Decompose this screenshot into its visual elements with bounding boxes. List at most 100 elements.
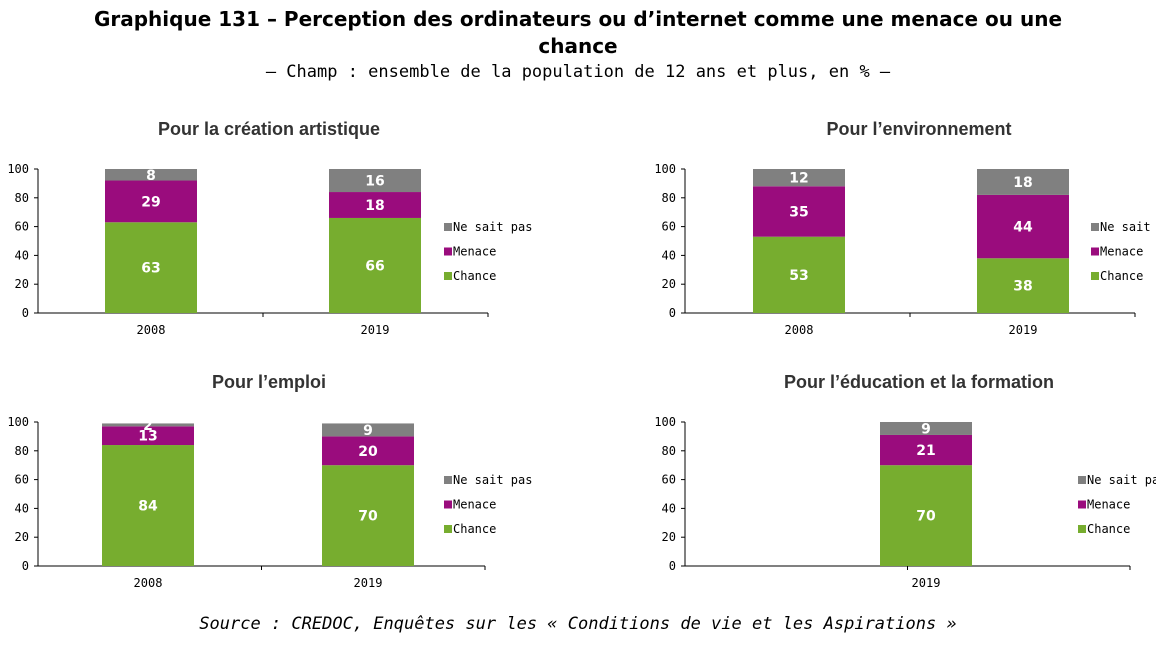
panel-3-legend-swatch-chance — [444, 525, 452, 533]
panel-3-bar-menace — [322, 436, 414, 466]
panel-4-bar-menace — [880, 434, 972, 466]
panel-1-bar-chance — [329, 217, 421, 313]
panel-2-bar-ne-sait-pas — [753, 169, 845, 187]
panel-2-legend-label-menace: Menace — [1100, 245, 1143, 259]
panel-3-legend-swatch-ne-sait-pas — [444, 476, 452, 484]
panel-1-y-tick-label: 40 — [15, 248, 29, 262]
panel-4-data-label-ne-sait-pas: 9 — [921, 421, 931, 437]
panel-3-data-label-menace: 13 — [138, 429, 157, 445]
panel-1-y-tick-label: 100 — [7, 162, 29, 176]
panel-3-data-label-menace: 20 — [358, 444, 378, 460]
panel-1-title: Pour la création artistique — [158, 119, 380, 139]
panel-3-data-label-chance: 70 — [358, 509, 378, 525]
main-title-line-1: Graphique 131 – Perception des ordinateu… — [93, 7, 1063, 31]
panel-4-legend-swatch-chance — [1078, 525, 1086, 533]
panel-3-category-label: 2008 — [134, 576, 163, 590]
panel-2-bar-menace — [753, 186, 845, 237]
panel-2-y-tick-label: 60 — [662, 220, 676, 234]
panel-2-y-tick-label: 0 — [669, 306, 676, 320]
panel-1-data-label-chance: 63 — [141, 261, 160, 277]
panel-3-bar-ne-sait-pas — [102, 423, 194, 427]
panel-2-y-tick-label: 40 — [662, 248, 676, 262]
panel-2-bar-ne-sait-pas — [977, 169, 1069, 195]
chart-main-title: Graphique 131 – Perception des ordinateu… — [0, 6, 1156, 60]
panel-3-y-tick-label: 0 — [22, 559, 29, 573]
panel-3-category-label: 2019 — [354, 576, 383, 590]
panel-3-bar-menace — [102, 426, 194, 446]
panel-4-y-tick-label: 40 — [662, 501, 676, 515]
panel-1-legend-swatch-chance — [444, 272, 452, 280]
panel-3-legend-label-chance: Chance — [453, 522, 496, 536]
panel-4-legend-swatch-menace — [1078, 500, 1086, 509]
panel-3-bar-ne-sait-pas — [322, 423, 414, 437]
source-note: Source : CREDOC, Enquêtes sur les « Cond… — [199, 614, 957, 634]
panel-1-legend-label-menace: Menace — [453, 245, 496, 259]
panel-3-legend-label-menace: Menace — [453, 498, 496, 512]
panel-2-data-label-chance: 38 — [1013, 279, 1032, 295]
panel-1-y-tick-label: 20 — [15, 277, 29, 291]
panel-1-category-label: 2008 — [137, 323, 166, 337]
panel-3-y-tick-label: 20 — [15, 530, 29, 544]
panel-4-y-tick-label: 0 — [669, 559, 676, 573]
panel-1-legend-swatch-ne-sait-pas — [444, 223, 452, 231]
panel-2-legend-swatch-chance — [1091, 272, 1099, 280]
panel-4-data-label-chance: 70 — [916, 509, 936, 525]
panel-4-data-label-menace: 21 — [916, 443, 935, 459]
panel-1-data-label-ne-sait-pas: 8 — [146, 168, 156, 184]
panel-1-y-tick-label: 0 — [22, 306, 29, 320]
panel-1-legend-label-chance: Chance — [453, 269, 496, 283]
panel-2-data-label-chance: 53 — [789, 268, 808, 284]
panel-1-bar-menace — [329, 192, 421, 218]
panel-3-data-label-ne-sait-pas: 9 — [363, 423, 373, 439]
panel-4-bar-chance — [880, 465, 972, 566]
panel-3-bar-chance — [102, 445, 194, 566]
panel-3-data-label-chance: 84 — [138, 499, 158, 515]
panel-4-y-tick-label: 100 — [654, 415, 676, 429]
panel-4-y-tick-label: 80 — [662, 444, 676, 458]
panel-1-bar-ne-sait-pas — [105, 169, 197, 181]
panel-1-y-tick-label: 60 — [15, 220, 29, 234]
panel-4-bar-ne-sait-pas — [880, 422, 972, 435]
panel-2-bar-chance — [977, 258, 1069, 313]
panel-3-y-tick-label: 40 — [15, 501, 29, 515]
panel-2-y-tick-label: 80 — [662, 191, 676, 205]
panel-3-y-tick-label: 60 — [15, 473, 29, 487]
panel-2-category-label: 2008 — [785, 323, 814, 337]
panel-4-y-tick-label: 20 — [662, 530, 676, 544]
panel-3-y-tick-label: 100 — [7, 415, 29, 429]
panel-4-legend-label-menace: Menace — [1087, 498, 1130, 512]
panel-1-bar-menace — [105, 180, 197, 223]
panel-2-data-label-menace: 44 — [1013, 220, 1033, 236]
panel-2-bar-menace — [977, 194, 1069, 259]
panel-1-legend-swatch-menace — [444, 247, 452, 256]
panel-2-legend-label-ne-sait-pas: Ne sait pas — [1100, 220, 1156, 234]
panel-2-data-label-ne-sait-pas: 18 — [1013, 175, 1032, 191]
panel-3-bar-chance — [322, 465, 414, 566]
panel-1-bar-chance — [105, 222, 197, 313]
panel-1-data-label-menace: 18 — [365, 198, 384, 214]
panel-2-y-tick-label: 100 — [654, 162, 676, 176]
panel-3-legend-swatch-menace — [444, 500, 452, 509]
panel-2-bar-chance — [753, 236, 845, 313]
panel-1-data-label-ne-sait-pas: 16 — [365, 174, 384, 190]
panel-2-legend-label-chance: Chance — [1100, 269, 1143, 283]
chart-subtitle: – Champ : ensemble de la population de 1… — [265, 62, 891, 82]
panel-2-category-label: 2019 — [1009, 323, 1038, 337]
panel-1-legend-label-ne-sait-pas: Ne sait pas — [453, 220, 532, 234]
panel-3-title: Pour l’emploi — [212, 372, 326, 392]
main-title-line-2: chance — [538, 34, 618, 58]
panel-3-legend-label-ne-sait-pas: Ne sait pas — [453, 473, 532, 487]
panel-3-y-tick-label: 80 — [15, 444, 29, 458]
panel-2-data-label-menace: 35 — [789, 204, 808, 220]
panel-1-y-tick-label: 80 — [15, 191, 29, 205]
panel-3-data-label-ne-sait-pas: 2 — [143, 418, 153, 434]
panel-1-data-label-menace: 29 — [141, 194, 160, 210]
panel-2-data-label-ne-sait-pas: 12 — [789, 171, 808, 187]
panel-1-data-label-chance: 66 — [365, 258, 384, 274]
panel-2-title: Pour l’environnement — [826, 119, 1011, 139]
panel-4-category-label: 2019 — [912, 576, 941, 590]
panel-4-legend-label-ne-sait-pas: Ne sait pas — [1087, 473, 1156, 487]
panel-4-legend-label-chance: Chance — [1087, 522, 1130, 536]
panel-2-y-tick-label: 20 — [662, 277, 676, 291]
